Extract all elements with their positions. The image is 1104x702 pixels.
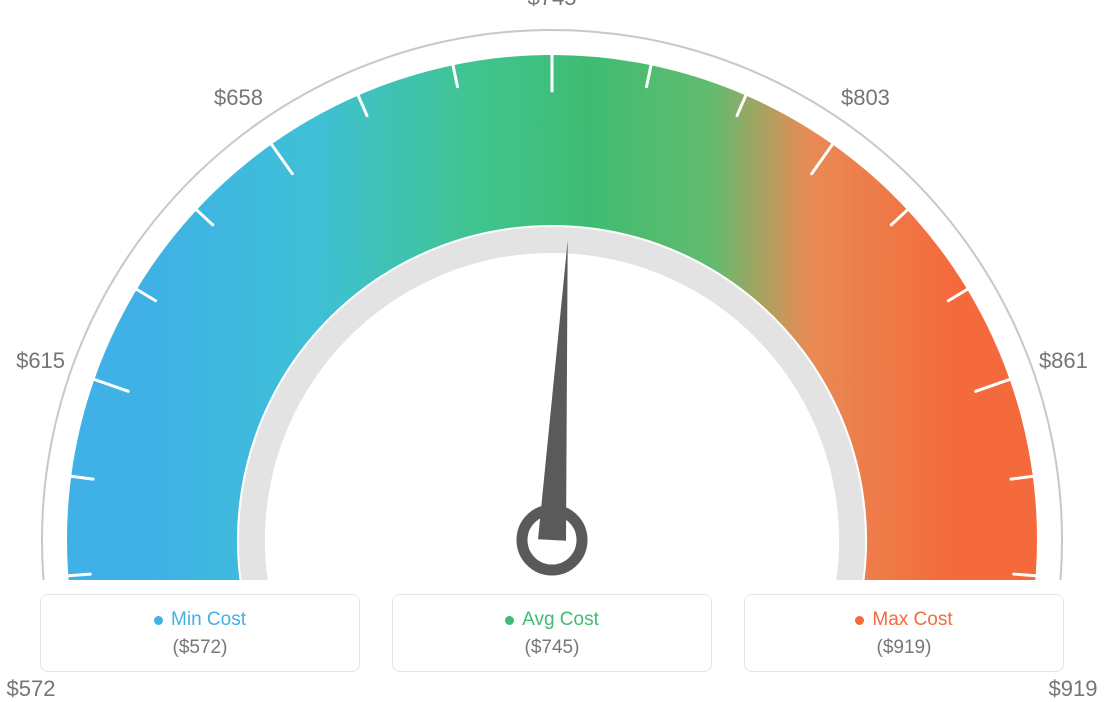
legend-card-avg: Avg Cost ($745) [392, 594, 712, 672]
legend-label-row: Min Cost [49, 609, 351, 631]
gauge-chart: $572$615$658$745$803$861$919 [0, 0, 1104, 580]
legend-card-min: Min Cost ($572) [40, 594, 360, 672]
legend-card-max: Max Cost ($919) [744, 594, 1064, 672]
legend-label-row: Avg Cost [401, 609, 703, 631]
gauge-tick-label: $745 [528, 0, 577, 11]
gauge-svg [0, 0, 1104, 580]
legend-label-avg: Avg Cost [522, 609, 599, 631]
legend-label-row: Max Cost [753, 609, 1055, 631]
gauge-tick-label: $658 [214, 85, 263, 111]
legend-dot-avg [505, 616, 514, 625]
legend-value-avg: ($745) [401, 637, 703, 659]
legend-dot-min [154, 616, 163, 625]
gauge-tick-label: $803 [841, 85, 890, 111]
legend-row: Min Cost ($572) Avg Cost ($745) Max Cost… [0, 594, 1104, 672]
gauge-tick-label: $615 [16, 348, 65, 374]
legend-value-min: ($572) [49, 637, 351, 659]
legend-label-max: Max Cost [872, 609, 952, 631]
gauge-tick-label: $861 [1039, 348, 1088, 374]
gauge-tick-label: $919 [1049, 676, 1098, 702]
gauge-tick-label: $572 [7, 676, 56, 702]
legend-dot-max [855, 616, 864, 625]
legend-value-max: ($919) [753, 637, 1055, 659]
legend-label-min: Min Cost [171, 609, 246, 631]
